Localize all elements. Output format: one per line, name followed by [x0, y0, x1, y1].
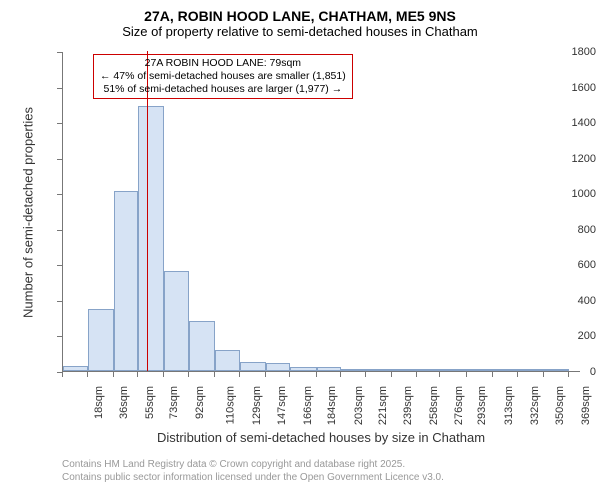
x-tick-mark — [87, 372, 88, 377]
y-tick-label: 1400 — [540, 117, 596, 129]
y-tick-mark — [57, 230, 62, 231]
x-tick-mark — [316, 372, 317, 377]
x-tick-mark — [62, 372, 63, 377]
y-tick-mark — [57, 336, 62, 337]
x-tick-label: 258sqm — [428, 386, 440, 425]
histogram-bar — [138, 106, 164, 371]
histogram-bar — [63, 366, 88, 371]
y-tick-mark — [57, 301, 62, 302]
y-tick-mark — [57, 194, 62, 195]
y-tick-label: 1600 — [540, 82, 596, 94]
x-tick-mark — [214, 372, 215, 377]
x-tick-label: 129sqm — [251, 386, 263, 425]
chart-title: 27A, ROBIN HOOD LANE, CHATHAM, ME5 9NS — [0, 0, 600, 24]
x-tick-label: 221sqm — [377, 386, 389, 425]
annotation-line: 27A ROBIN HOOD LANE: 79sqm — [100, 57, 346, 70]
annotation-line: 51% of semi-detached houses are larger (… — [100, 83, 346, 96]
x-tick-mark — [188, 372, 189, 377]
x-tick-mark — [365, 372, 366, 377]
histogram-bar — [341, 369, 366, 371]
y-tick-label: 1000 — [540, 188, 596, 200]
x-tick-label: 147sqm — [276, 386, 288, 425]
x-tick-mark — [265, 372, 266, 377]
x-tick-label: 313sqm — [503, 386, 515, 425]
y-tick-mark — [57, 159, 62, 160]
x-tick-mark — [466, 372, 467, 377]
x-tick-mark — [543, 372, 544, 377]
y-tick-mark — [57, 265, 62, 266]
x-tick-mark — [163, 372, 164, 377]
histogram-bar — [317, 367, 342, 371]
x-tick-label: 166sqm — [302, 386, 314, 425]
x-tick-mark — [340, 372, 341, 377]
histogram-bar — [240, 362, 266, 371]
histogram-bar — [290, 367, 316, 371]
histogram-bar — [467, 369, 493, 371]
chart-container: 27A, ROBIN HOOD LANE, CHATHAM, ME5 9NS S… — [0, 0, 600, 500]
y-tick-mark — [57, 88, 62, 89]
x-tick-label: 55sqm — [144, 386, 156, 419]
y-tick-mark — [57, 52, 62, 53]
x-tick-label: 350sqm — [554, 386, 566, 425]
x-tick-label: 18sqm — [93, 386, 105, 419]
histogram-bar — [417, 369, 440, 371]
y-axis-label: Number of semi-detached properties — [21, 93, 36, 333]
x-tick-label: 73sqm — [168, 386, 180, 419]
x-tick-label: 203sqm — [353, 386, 365, 425]
histogram-bar — [440, 369, 467, 371]
y-tick-label: 600 — [540, 259, 596, 271]
x-tick-mark — [239, 372, 240, 377]
footer-line-1: Contains HM Land Registry data © Crown c… — [62, 458, 444, 471]
chart-subtitle: Size of property relative to semi-detach… — [0, 24, 600, 39]
x-tick-label: 276sqm — [453, 386, 465, 425]
histogram-bar — [189, 321, 215, 371]
x-tick-label: 293sqm — [476, 386, 488, 425]
footer-line-2: Contains public sector information licen… — [62, 471, 444, 484]
x-tick-label: 332sqm — [529, 386, 541, 425]
x-tick-mark — [492, 372, 493, 377]
x-tick-label: 110sqm — [224, 386, 236, 424]
x-tick-mark — [416, 372, 417, 377]
x-tick-label: 239sqm — [402, 386, 414, 425]
y-tick-label: 1200 — [540, 153, 596, 165]
histogram-bar — [215, 350, 240, 371]
y-tick-label: 800 — [540, 224, 596, 236]
x-tick-label: 92sqm — [194, 386, 206, 419]
histogram-bar — [266, 363, 291, 371]
y-tick-label: 200 — [540, 330, 596, 342]
footer-attribution: Contains HM Land Registry data © Crown c… — [62, 458, 444, 484]
histogram-bar — [493, 369, 518, 371]
x-axis-label: Distribution of semi-detached houses by … — [62, 430, 580, 445]
histogram-bar — [88, 309, 114, 371]
x-tick-mark — [517, 372, 518, 377]
x-tick-mark — [391, 372, 392, 377]
histogram-bar — [392, 369, 417, 371]
histogram-bar — [164, 271, 189, 371]
x-tick-mark — [568, 372, 569, 377]
x-tick-label: 369sqm — [580, 386, 592, 425]
x-tick-label: 36sqm — [118, 386, 130, 419]
histogram-bar — [366, 369, 392, 371]
x-tick-label: 184sqm — [327, 386, 339, 425]
y-tick-label: 1800 — [540, 46, 596, 58]
x-tick-mark — [113, 372, 114, 377]
annotation-line: ← 47% of semi-detached houses are smalle… — [100, 70, 346, 83]
y-tick-label: 400 — [540, 295, 596, 307]
histogram-bar — [114, 191, 139, 371]
x-tick-mark — [289, 372, 290, 377]
x-tick-mark — [137, 372, 138, 377]
plot-area: 27A ROBIN HOOD LANE: 79sqm← 47% of semi-… — [62, 52, 580, 372]
y-tick-mark — [57, 123, 62, 124]
annotation-box: 27A ROBIN HOOD LANE: 79sqm← 47% of semi-… — [93, 54, 353, 99]
x-tick-mark — [439, 372, 440, 377]
